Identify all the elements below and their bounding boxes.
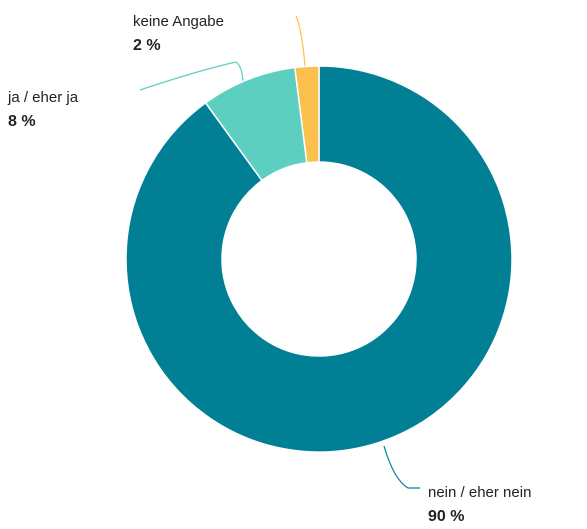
slice-label: keine Angabe xyxy=(133,13,224,30)
leader-line xyxy=(139,61,244,91)
slice-label: nein / eher nein xyxy=(428,484,531,501)
slice xyxy=(293,65,320,164)
slice xyxy=(125,65,513,453)
value-label: 2 % xyxy=(133,37,161,54)
value-label: 8 % xyxy=(8,113,36,130)
leader-line xyxy=(383,445,420,489)
leader-line xyxy=(295,15,306,67)
slices xyxy=(125,65,513,453)
slice-label: ja / eher ja xyxy=(7,89,79,106)
value-label: 90 % xyxy=(428,508,464,525)
